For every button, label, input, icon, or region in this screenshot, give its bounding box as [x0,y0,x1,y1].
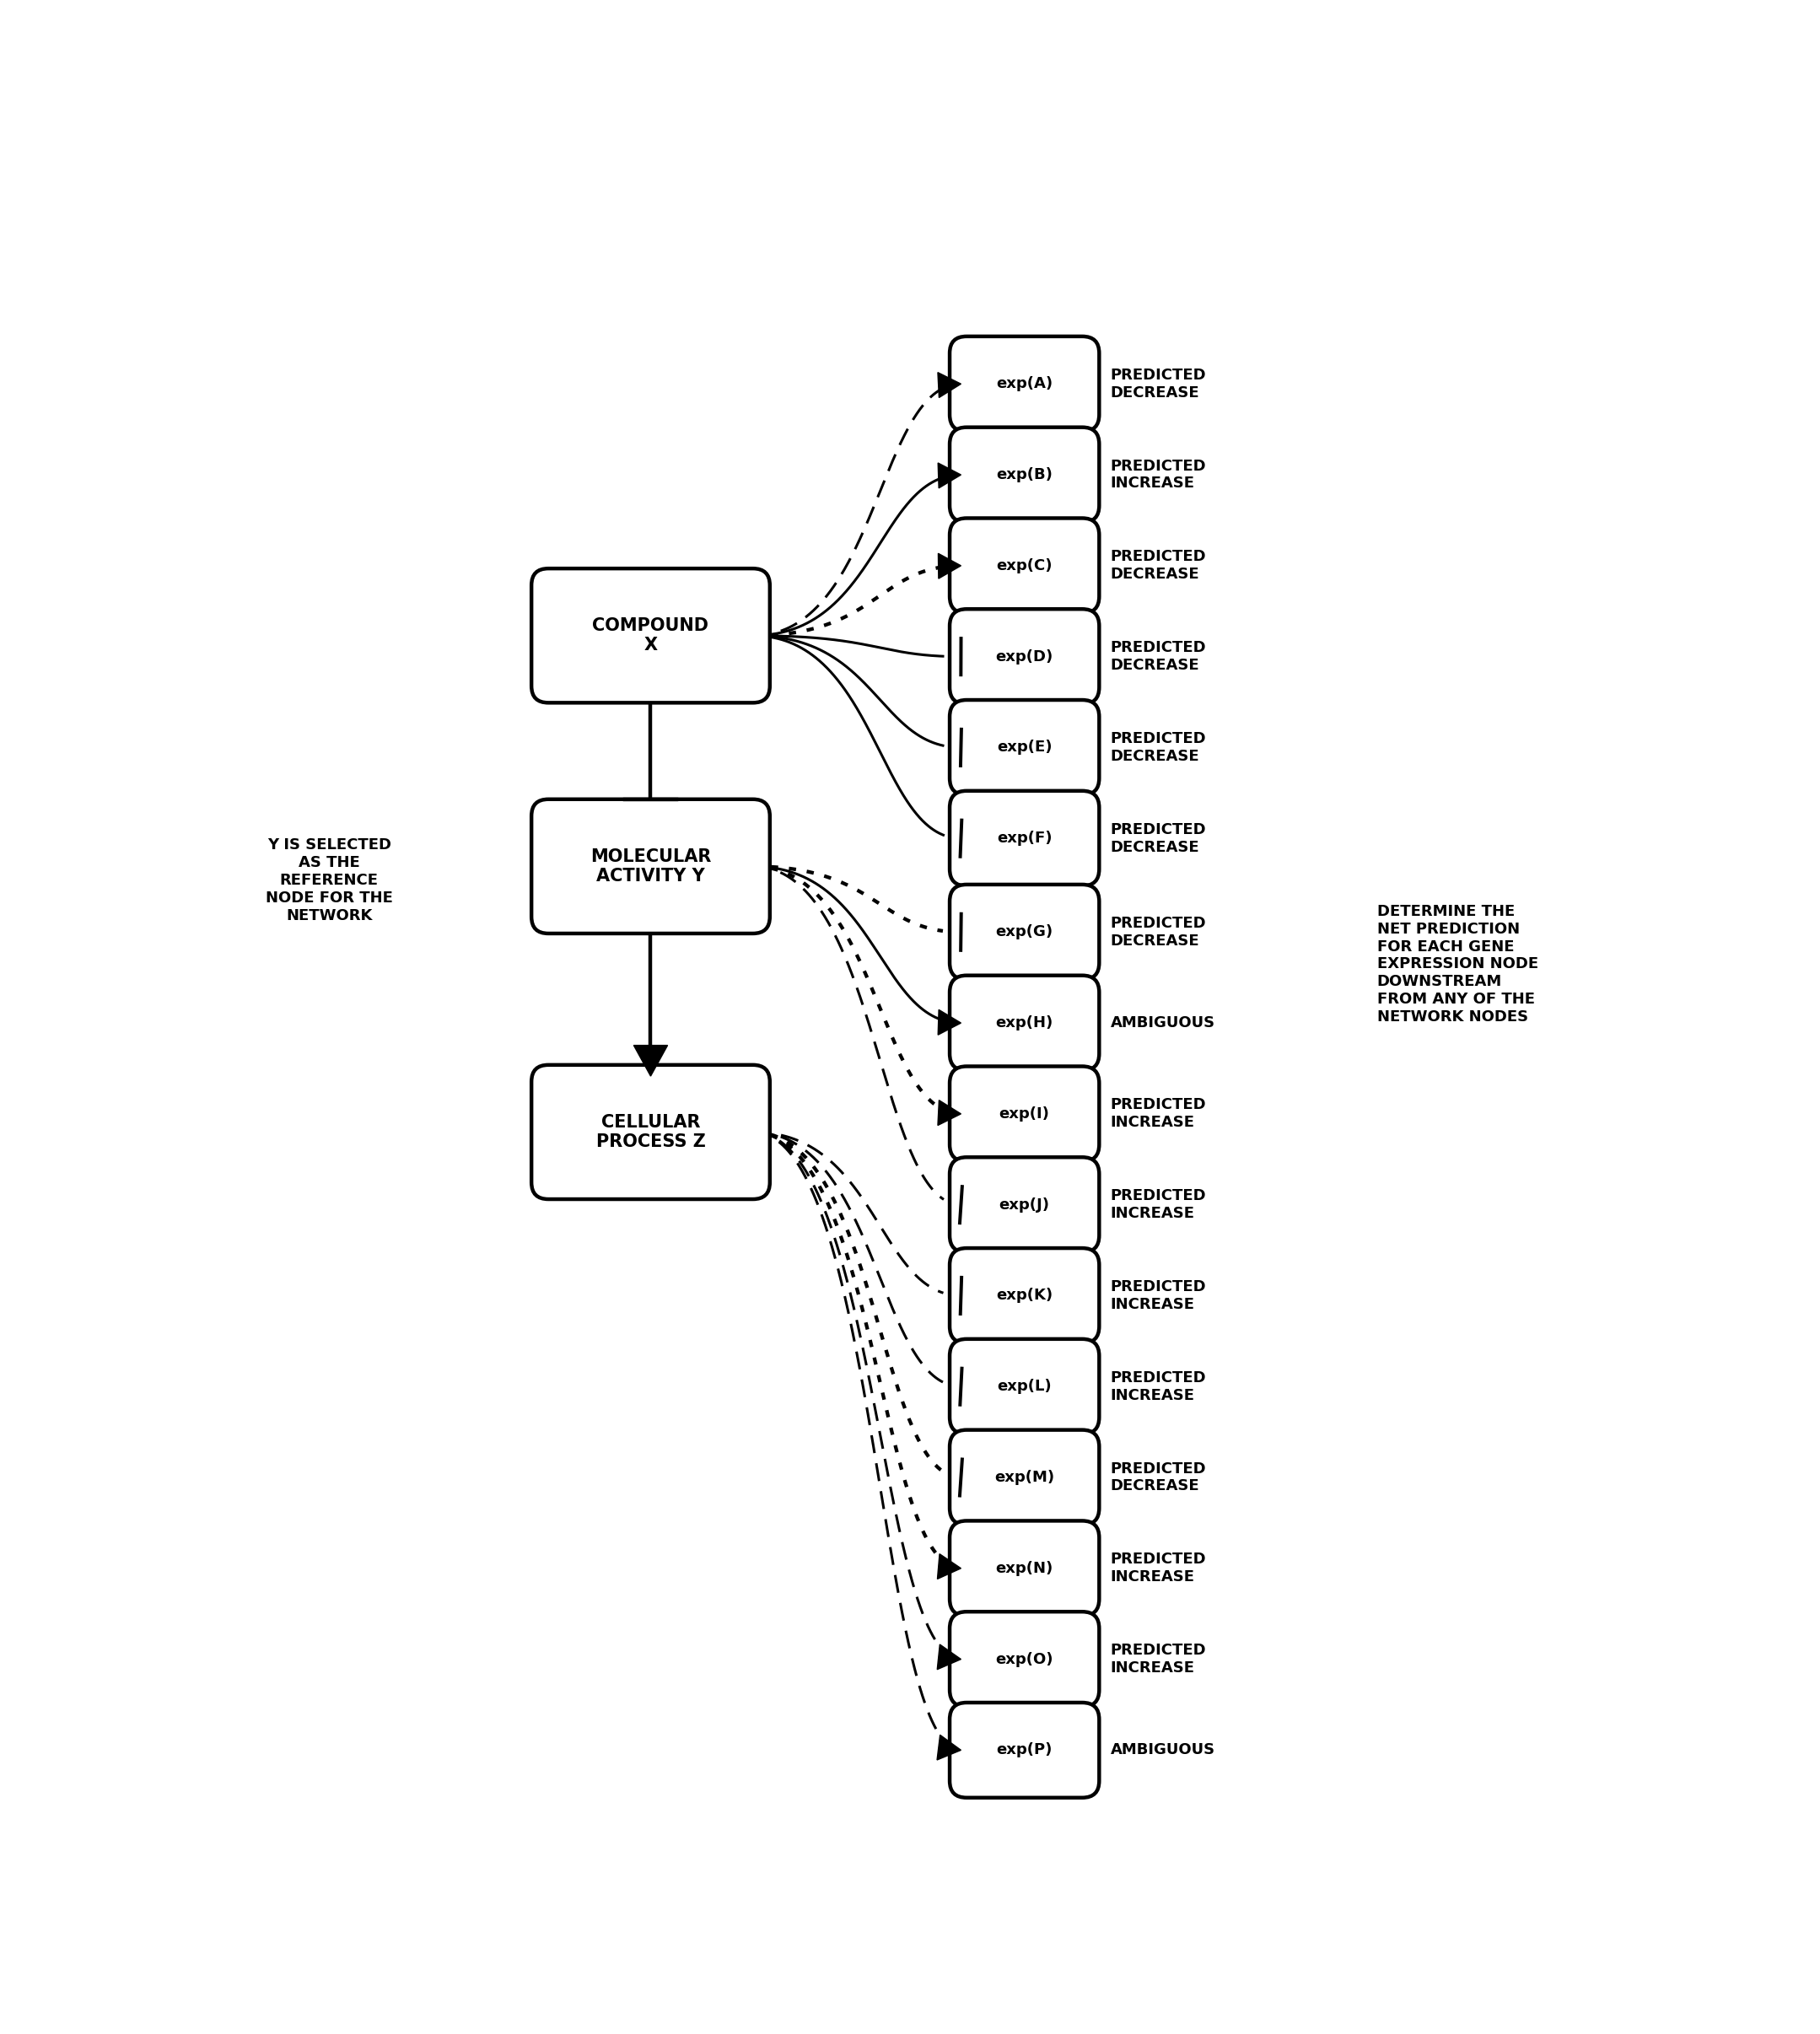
Text: PREDICTED
DECREASE: PREDICTED DECREASE [1110,915,1207,948]
Polygon shape [937,1554,961,1578]
FancyBboxPatch shape [950,885,1099,980]
Text: exp(E): exp(E) [997,740,1052,755]
Polygon shape [937,372,961,397]
FancyBboxPatch shape [950,336,1099,431]
FancyBboxPatch shape [950,1521,1099,1615]
Polygon shape [937,1100,961,1125]
Text: PREDICTED
INCREASE: PREDICTED INCREASE [1110,1279,1207,1312]
Text: PREDICTED
INCREASE: PREDICTED INCREASE [1110,1188,1207,1220]
FancyBboxPatch shape [950,1157,1099,1253]
Text: PREDICTED
DECREASE: PREDICTED DECREASE [1110,730,1207,765]
FancyBboxPatch shape [531,570,770,704]
FancyBboxPatch shape [950,1430,1099,1526]
Text: exp(H): exp(H) [996,1015,1054,1031]
Text: exp(J): exp(J) [999,1198,1050,1212]
Text: PREDICTED
INCREASE: PREDICTED INCREASE [1110,1552,1207,1584]
Text: CELLULAR
PROCESS Z: CELLULAR PROCESS Z [595,1115,706,1151]
FancyBboxPatch shape [950,1249,1099,1342]
Text: exp(D): exp(D) [996,649,1054,665]
FancyBboxPatch shape [950,1611,1099,1707]
Text: exp(L): exp(L) [997,1379,1052,1393]
Polygon shape [633,1045,668,1076]
Text: PREDICTED
INCREASE: PREDICTED INCREASE [1110,1371,1207,1403]
Text: PREDICTED
DECREASE: PREDICTED DECREASE [1110,1460,1207,1493]
Text: PREDICTED
INCREASE: PREDICTED INCREASE [1110,1098,1207,1131]
FancyBboxPatch shape [531,1066,770,1200]
FancyBboxPatch shape [950,1338,1099,1434]
Text: DETERMINE THE
NET PREDICTION
FOR EACH GENE
EXPRESSION NODE
DOWNSTREAM
FROM ANY O: DETERMINE THE NET PREDICTION FOR EACH GE… [1378,903,1538,1025]
FancyBboxPatch shape [950,427,1099,523]
FancyBboxPatch shape [950,1066,1099,1161]
Polygon shape [937,1643,961,1670]
Text: exp(F): exp(F) [997,830,1052,846]
Text: exp(B): exp(B) [996,468,1052,482]
Polygon shape [937,1009,961,1035]
FancyBboxPatch shape [950,976,1099,1070]
Text: AMBIGUOUS: AMBIGUOUS [1110,1015,1216,1031]
Text: PREDICTED
INCREASE: PREDICTED INCREASE [1110,458,1207,490]
Text: AMBIGUOUS: AMBIGUOUS [1110,1743,1216,1757]
Text: exp(P): exp(P) [996,1743,1052,1757]
Text: PREDICTED
DECREASE: PREDICTED DECREASE [1110,641,1207,673]
Polygon shape [937,1735,961,1759]
Text: exp(O): exp(O) [996,1652,1054,1666]
Text: PREDICTED
DECREASE: PREDICTED DECREASE [1110,368,1207,401]
FancyBboxPatch shape [950,1702,1099,1798]
FancyBboxPatch shape [950,791,1099,887]
Text: PREDICTED
DECREASE: PREDICTED DECREASE [1110,549,1207,582]
Text: PREDICTED
DECREASE: PREDICTED DECREASE [1110,822,1207,854]
Text: exp(N): exp(N) [996,1560,1054,1576]
Text: MOLECULAR
ACTIVITY Y: MOLECULAR ACTIVITY Y [590,848,712,885]
Text: COMPOUND
X: COMPOUND X [593,618,708,653]
FancyBboxPatch shape [950,608,1099,704]
Text: exp(K): exp(K) [996,1288,1052,1304]
Text: exp(M): exp(M) [994,1471,1054,1485]
Text: exp(A): exp(A) [996,376,1052,391]
Text: exp(I): exp(I) [999,1106,1050,1121]
Text: PREDICTED
INCREASE: PREDICTED INCREASE [1110,1643,1207,1676]
FancyBboxPatch shape [950,519,1099,614]
Text: exp(C): exp(C) [996,557,1052,574]
FancyBboxPatch shape [531,799,770,934]
Text: exp(G): exp(G) [996,925,1054,940]
Polygon shape [939,553,961,578]
Text: Y IS SELECTED
AS THE
REFERENCE
NODE FOR THE
NETWORK: Y IS SELECTED AS THE REFERENCE NODE FOR … [266,838,393,923]
FancyBboxPatch shape [950,700,1099,795]
Polygon shape [937,464,961,488]
